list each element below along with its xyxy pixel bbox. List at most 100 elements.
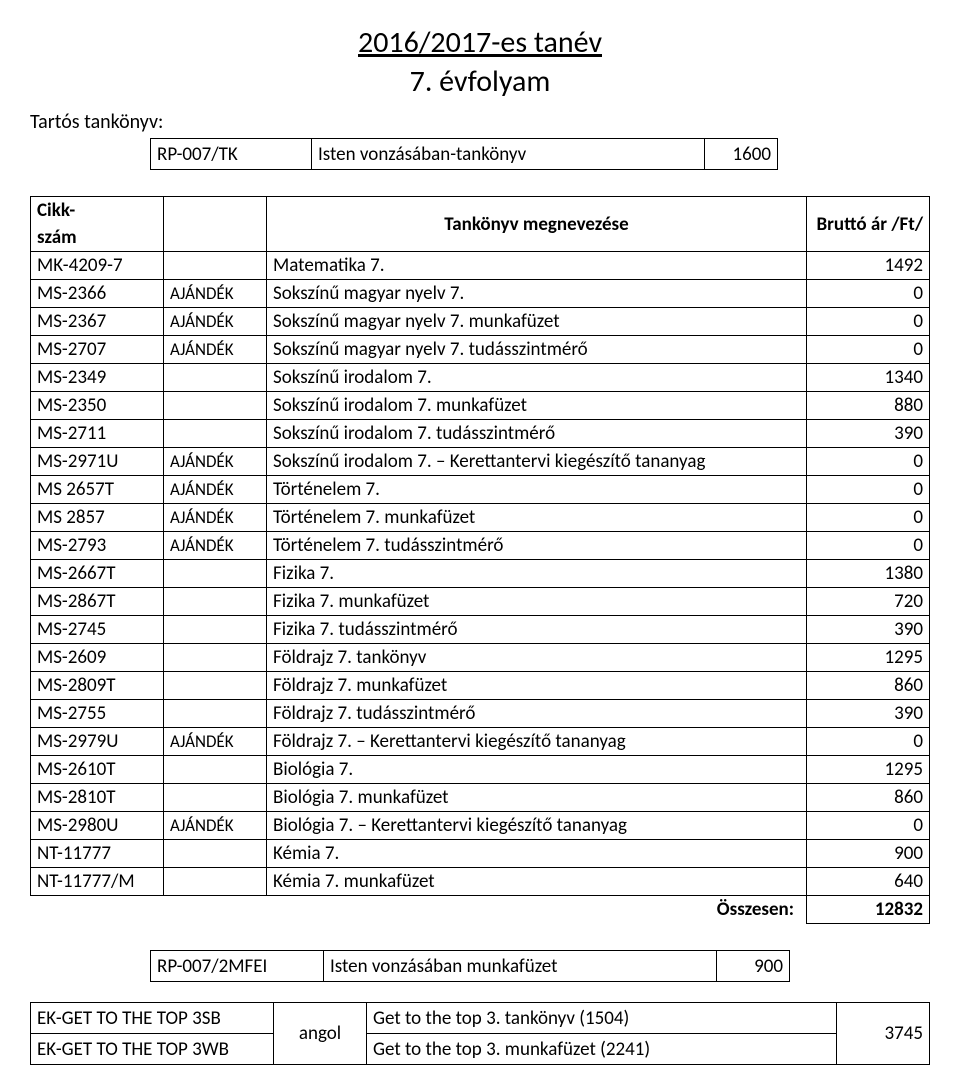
name-cell: Kémia 7. munkafüzet [267, 868, 807, 896]
table-row: NT-11777 Kémia 7.900 [31, 840, 930, 868]
name-cell: Kémia 7. [267, 840, 807, 868]
name-cell: Sokszínű magyar nyelv 7. [267, 280, 807, 308]
table-row: MS-2755Földrajz 7. tudásszintmérő390 [31, 700, 930, 728]
gift-cell [164, 252, 267, 280]
name-cell: Sokszínű irodalom 7. munkafüzet [267, 392, 807, 420]
table-row: EK-GET TO THE TOP 3SB angol Get to the t… [31, 1003, 930, 1034]
price-cell: 640 [807, 868, 930, 896]
col-header-code: Cikk- [31, 197, 164, 225]
code-cell: MS-2979U [31, 728, 164, 756]
table-row: MS-2745Fizika 7. tudásszintmérő390 [31, 616, 930, 644]
gift-cell [164, 840, 267, 868]
name-cell: Földrajz 7. tudásszintmérő [267, 700, 807, 728]
table-row: MS-2867T Fizika 7. munkafüzet720 [31, 588, 930, 616]
name-cell: Sokszínű irodalom 7. tudásszintmérő [267, 420, 807, 448]
table-row: MS 2857AJÁNDÉKTörténelem 7. munkafüzet0 [31, 504, 930, 532]
gift-cell [164, 784, 267, 812]
table-row: NT-11777/M Kémia 7. munkafüzet640 [31, 868, 930, 896]
name-cell: Sokszínű magyar nyelv 7. tudásszintmérő [267, 336, 807, 364]
header-row: Cikk- Tankönyv megnevezése Bruttó ár /Ft… [31, 197, 930, 225]
page-title: 2016/2017-es tanév [30, 24, 930, 61]
table-row: MS-2809TFöldrajz 7. munkafüzet860 [31, 672, 930, 700]
code-cell: MS-2609 [31, 644, 164, 672]
name-cell: Történelem 7. [267, 476, 807, 504]
col-header-name: Tankönyv megnevezése [267, 197, 807, 252]
price-cell: 720 [807, 588, 930, 616]
workbook-table: RP-007/2MFEI Isten vonzásában munkafüzet… [150, 950, 790, 982]
table-row: MS-2711 Sokszínű irodalom 7. tudásszintmé… [31, 420, 930, 448]
price-cell: 900 [807, 840, 930, 868]
price-cell: 0 [807, 476, 930, 504]
price-cell: 0 [807, 504, 930, 532]
code-cell: MS-2810T [31, 784, 164, 812]
code-cell: MS-2867T [31, 588, 164, 616]
code-cell: MS-2980U [31, 812, 164, 840]
price-cell: 0 [807, 728, 930, 756]
page-subtitle: 7. évfolyam [30, 63, 930, 100]
name-cell: Biológia 7. munkafüzet [267, 784, 807, 812]
code-cell: MS-2793 [31, 532, 164, 560]
code-cell: MS-2610T [31, 756, 164, 784]
price-cell: 0 [807, 308, 930, 336]
code-cell: MS-2349 [31, 364, 164, 392]
code-cell: MS-2809T [31, 672, 164, 700]
price-cell: 1340 [807, 364, 930, 392]
code-cell: MK-4209-7 [31, 252, 164, 280]
col-header-code-2: szám [31, 224, 164, 252]
table-row: MS-2367AJÁNDÉKSokszínű magyar nyelv 7. m… [31, 308, 930, 336]
code-cell: NT-11777/M [31, 868, 164, 896]
gift-cell: AJÁNDÉK [164, 728, 267, 756]
gift-cell [164, 868, 267, 896]
name-cell: Sokszínű irodalom 7. [267, 364, 807, 392]
price-cell: 1600 [705, 139, 778, 170]
price-cell: 390 [807, 700, 930, 728]
gift-cell: AJÁNDÉK [164, 812, 267, 840]
price-cell: 860 [807, 784, 930, 812]
price-cell: 390 [807, 616, 930, 644]
table-row: MS-2980UAJÁNDÉKBiológia 7. – Kerettanter… [31, 812, 930, 840]
name-cell: Történelem 7. munkafüzet [267, 504, 807, 532]
lang-cell: angol [274, 1003, 367, 1065]
price-cell: 0 [807, 448, 930, 476]
price-cell: 1492 [807, 252, 930, 280]
sum-label: Összesen: [31, 896, 807, 924]
table-row: MS-2810T Biológia 7. munkafüzet860 [31, 784, 930, 812]
price-cell: 1295 [807, 756, 930, 784]
name-cell: Sokszínű magyar nyelv 7. munkafüzet [267, 308, 807, 336]
code-cell: RP-007/2MFEI [151, 951, 324, 982]
price-cell: 1380 [807, 560, 930, 588]
name-cell: Fizika 7. munkafüzet [267, 588, 807, 616]
price-cell: 0 [807, 280, 930, 308]
code-cell: MS-2367 [31, 308, 164, 336]
name-cell: Sokszínű irodalom 7. – Kerettantervi kie… [267, 448, 807, 476]
table-row: RP-007/TK Isten vonzásában-tankönyv 1600 [151, 139, 778, 170]
price-cell: 1295 [807, 644, 930, 672]
code-cell: MS-2711 [31, 420, 164, 448]
price-cell: 0 [807, 532, 930, 560]
price-cell: 390 [807, 420, 930, 448]
gift-cell [164, 588, 267, 616]
code-cell: MS-2366 [31, 280, 164, 308]
main-booklist-table: Cikk- Tankönyv megnevezése Bruttó ár /Ft… [30, 196, 930, 924]
name-cell: Isten vonzásában munkafüzet [324, 951, 717, 982]
code-cell: EK-GET TO THE TOP 3WB [31, 1034, 274, 1065]
name-cell: Biológia 7. [267, 756, 807, 784]
gift-cell [164, 644, 267, 672]
table-row: MS-2350Sokszínű irodalom 7. munkafüzet88… [31, 392, 930, 420]
gift-cell [164, 364, 267, 392]
code-cell: MS-2745 [31, 616, 164, 644]
price-cell: 0 [807, 336, 930, 364]
col-header-gift [164, 197, 267, 252]
name-cell: Isten vonzásában-tankönyv [312, 139, 705, 170]
table-row: MS-2366AJÁNDÉKSokszínű magyar nyelv 7.0 [31, 280, 930, 308]
code-cell: NT-11777 [31, 840, 164, 868]
table-row: MS-2793AJÁNDÉKTörténelem 7. tudásszintmé… [31, 532, 930, 560]
code-cell: MS-2707 [31, 336, 164, 364]
name-cell: Matematika 7. [267, 252, 807, 280]
price-cell: 880 [807, 392, 930, 420]
table-row: MS-2610T Biológia 7.1295 [31, 756, 930, 784]
gift-cell: AJÁNDÉK [164, 504, 267, 532]
price-cell: 900 [717, 951, 790, 982]
gift-cell [164, 616, 267, 644]
gift-cell: AJÁNDÉK [164, 280, 267, 308]
